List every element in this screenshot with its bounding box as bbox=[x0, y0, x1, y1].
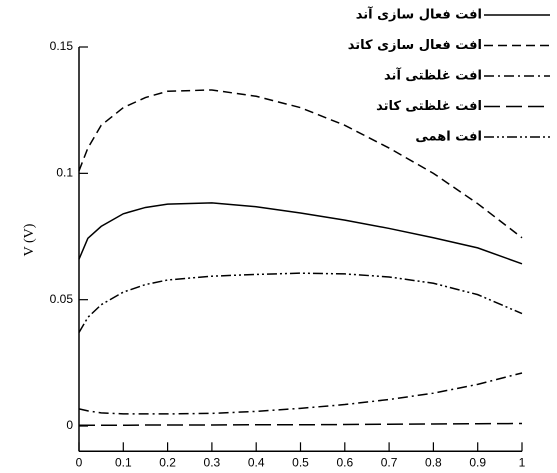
x-tick-label: 0 bbox=[76, 455, 83, 469]
x-tick-label: 0.3 bbox=[204, 455, 221, 469]
y-tick-label: 0.05 bbox=[50, 292, 74, 306]
x-tick-label: 0.1 bbox=[115, 455, 132, 469]
legend-label: افت غلظتی کاتد bbox=[376, 99, 482, 114]
legend-label: افت فعال سازی آند bbox=[356, 6, 482, 23]
x-tick-label: 0.4 bbox=[248, 455, 265, 469]
x-tick-label: 0.9 bbox=[469, 455, 486, 469]
x-tick-label: 0.6 bbox=[336, 455, 353, 469]
y-tick-label: 0.1 bbox=[56, 166, 73, 180]
line bbox=[78, 202, 523, 265]
line bbox=[78, 372, 523, 415]
line bbox=[79, 422, 523, 427]
x-tick-label: 0.8 bbox=[425, 455, 442, 469]
y-tick-label: 0.15 bbox=[50, 39, 74, 53]
y-axis-title: V (V) bbox=[22, 223, 37, 256]
legend-label: افت غلظتی آند bbox=[384, 67, 482, 84]
y-tick-label: 0 bbox=[66, 418, 73, 432]
line bbox=[78, 272, 523, 333]
x-tick-label: 1 bbox=[519, 455, 526, 469]
legend-label: افت فعال سازی کاتد bbox=[348, 38, 482, 53]
x-tick-label: 0.5 bbox=[292, 455, 309, 469]
legend-label: افت اهمی bbox=[415, 130, 482, 145]
x-tick-label: 0.7 bbox=[381, 455, 398, 469]
x-tick-label: 0.2 bbox=[159, 455, 176, 469]
